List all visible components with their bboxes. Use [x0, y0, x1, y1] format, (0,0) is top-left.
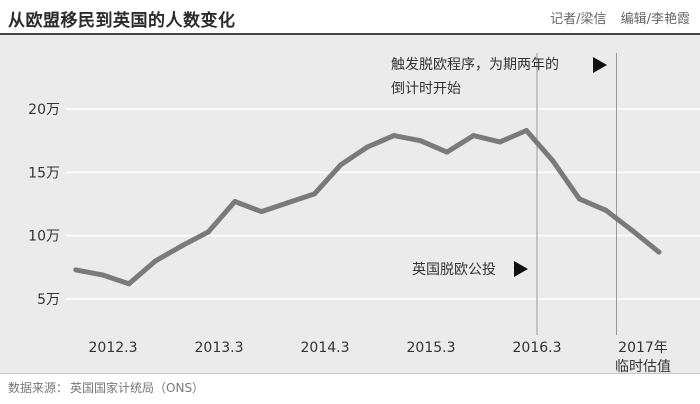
data-point — [523, 128, 529, 133]
data-point — [179, 243, 185, 249]
source-prefix: 数据来源： — [8, 381, 69, 395]
x-tick-label: 2012.3 — [89, 340, 138, 356]
series-line-group — [73, 128, 662, 287]
credits: 记者/梁信 编辑/李艳霞 — [550, 8, 690, 27]
data-point — [550, 158, 556, 164]
line-chart: 5万 10万 15万 20万 2012.3 2013.3 2014.3 2015.3 2016… — [28, 53, 700, 373]
data-point — [470, 133, 476, 139]
annotations: 触发脱欧程序，为期两年的 倒计时开始 英国脱欧公投 — [391, 57, 607, 278]
chart-title: 从欧盟移民到英国的人数变化 — [8, 11, 236, 31]
x-tick-label-secondary: 临时估值 — [615, 359, 671, 373]
y-tick-label: 5万 — [37, 292, 60, 308]
y-tick-label: 10万 — [28, 229, 60, 245]
annotation-brexit-vote: 英国脱欧公投 — [412, 261, 496, 278]
x-tick-label: 2017年 — [618, 340, 668, 356]
x-tick-label: 2014.3 — [301, 340, 350, 356]
data-point — [603, 207, 609, 213]
header-rule — [0, 33, 700, 35]
data-point — [99, 272, 105, 278]
data-point — [391, 133, 397, 139]
data-point — [444, 149, 450, 155]
data-point — [205, 229, 211, 235]
series-line — [73, 128, 662, 287]
annotation-brexit-vote-arrow-icon — [514, 261, 528, 277]
chart-area: 5万 10万 15万 20万 2012.3 2013.3 2014.3 2015.3 2016… — [0, 35, 700, 373]
data-point — [311, 191, 317, 197]
x-tick-label: 2015.3 — [407, 340, 456, 356]
data-point — [258, 209, 264, 215]
data-point — [338, 162, 344, 168]
reporter-credit: 记者/梁信 — [550, 12, 607, 27]
x-tick-label: 2013.3 — [195, 340, 244, 356]
source-text: 英国国家计统局（ONS） — [70, 381, 205, 395]
data-point — [73, 267, 79, 273]
source-note: 数据来源： 英国国家计统局（ONS） — [8, 379, 204, 396]
annotation-article50-line1: 触发脱欧程序，为期两年的 — [391, 57, 559, 73]
data-point — [126, 281, 132, 287]
x-tick-label: 2016.3 — [513, 340, 562, 356]
y-axis-ticks: 5万 10万 15万 20万 — [28, 102, 60, 308]
data-point — [285, 200, 291, 206]
data-point — [417, 138, 423, 144]
grid-lines — [66, 108, 700, 300]
editor-credit: 编辑/李艳霞 — [620, 12, 690, 27]
footer-rule — [0, 373, 700, 374]
data-point — [497, 139, 503, 145]
data-point — [656, 249, 662, 255]
y-tick-label: 15万 — [28, 165, 60, 181]
data-point — [364, 144, 370, 150]
reference-lines — [536, 53, 617, 335]
chart-header: 从欧盟移民到英国的人数变化 记者/梁信 编辑/李艳霞 — [0, 0, 700, 35]
y-tick-label: 20万 — [28, 102, 60, 118]
data-point — [576, 196, 582, 202]
data-point — [629, 228, 635, 234]
annotation-article50-line2: 倒计时开始 — [391, 81, 461, 97]
annotation-article50-arrow-icon — [593, 57, 607, 73]
data-point — [152, 258, 158, 264]
data-point — [232, 199, 238, 204]
